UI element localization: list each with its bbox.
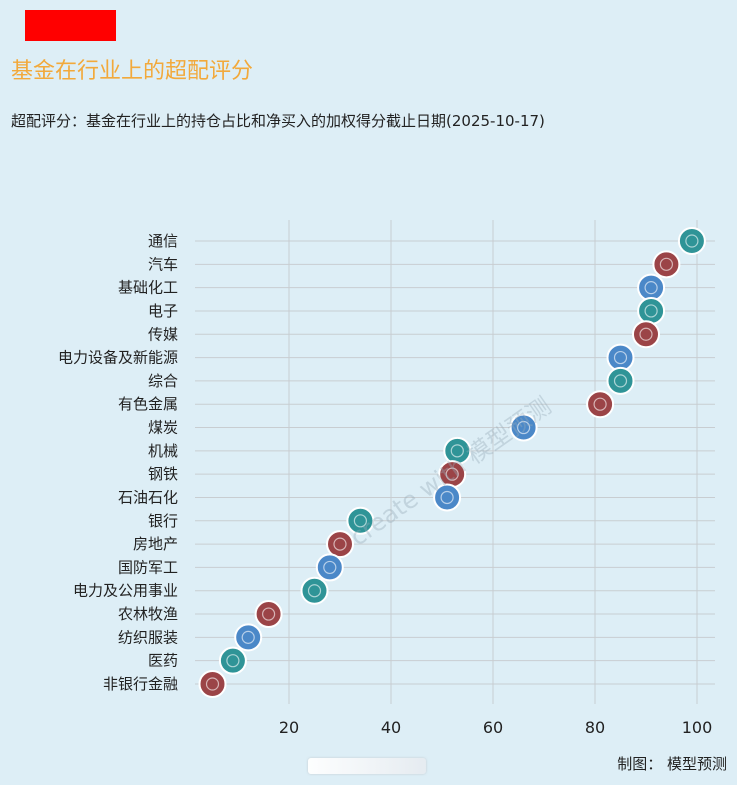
y-category-label: 医药 <box>148 652 178 670</box>
y-category-label: 纺织服装 <box>118 628 178 646</box>
data-point-inner-ring <box>440 490 454 505</box>
data-point-inner-ring <box>644 281 658 295</box>
data-point <box>315 553 344 582</box>
y-category-label: 电力及公用事业 <box>73 582 178 600</box>
chart-title: 基金在行业上的超配评分 <box>11 59 254 84</box>
data-point-inner-ring <box>659 257 674 271</box>
data-point <box>300 576 329 605</box>
data-point-inner-ring <box>307 584 322 598</box>
chart-credit: 制图： 模型预测 <box>617 755 727 773</box>
y-category-label: 汽车 <box>148 255 178 273</box>
y-category-label: 农林牧渔 <box>118 605 178 623</box>
data-point-inner-ring <box>613 350 628 365</box>
y-category-label: 有色金属 <box>118 395 178 413</box>
chart-subtitle: 超配评分：基金在行业上的持仓占比和净买入的加权得分截止日期(2025-10-17… <box>11 112 545 130</box>
y-category-label: 石油石化 <box>118 488 178 506</box>
y-category-label: 国防军工 <box>118 558 178 576</box>
data-point <box>632 320 660 349</box>
data-point <box>637 273 666 302</box>
data-point <box>606 343 635 372</box>
red-rectangle <box>25 10 116 41</box>
data-point <box>652 250 681 279</box>
y-category-label: 基础化工 <box>118 279 178 297</box>
data-point <box>433 483 462 512</box>
y-category-label: 非银行金融 <box>103 675 178 693</box>
data-point-inner-ring <box>241 630 255 644</box>
y-category-label: 传媒 <box>148 325 178 343</box>
y-category-label: 电子 <box>148 302 178 320</box>
data-point-inner-ring <box>613 374 628 388</box>
x-tick-label: 100 <box>682 718 713 737</box>
data-point <box>438 460 467 489</box>
data-point <box>326 530 354 559</box>
y-category-label: 钢铁 <box>148 465 178 483</box>
x-tick-label: 80 <box>585 718 605 737</box>
data-point-inner-ring <box>226 654 240 668</box>
data-point-inner-ring <box>593 397 607 411</box>
data-point <box>234 623 263 652</box>
y-category-label: 通信 <box>148 232 178 250</box>
data-point <box>254 600 283 629</box>
data-point <box>586 390 615 419</box>
data-point <box>509 413 538 442</box>
data-point-inner-ring <box>333 537 347 551</box>
x-tick-label: 60 <box>483 718 503 737</box>
data-point-inner-ring <box>262 607 276 621</box>
x-tick-label: 40 <box>381 718 401 737</box>
data-point-inner-ring <box>445 467 459 481</box>
data-point-inner-ring <box>205 677 220 691</box>
y-category-label: 综合 <box>148 372 178 390</box>
y-category-label: 机械 <box>148 442 178 460</box>
redacted-bar <box>308 758 426 774</box>
data-point <box>677 227 706 255</box>
data-point-inner-ring <box>685 234 699 248</box>
data-point <box>346 506 375 535</box>
data-point <box>218 646 247 675</box>
data-point-inner-ring <box>353 514 367 528</box>
y-category-label: 煤炭 <box>148 419 178 437</box>
data-point-inner-ring <box>639 327 653 341</box>
data-point-inner-ring <box>644 304 658 318</box>
data-point-inner-ring <box>450 444 464 458</box>
y-category-label: 房地产 <box>133 535 178 553</box>
data-point <box>198 670 227 698</box>
data-point-inner-ring <box>323 560 337 575</box>
data-point-inner-ring <box>516 420 531 435</box>
data-point <box>606 366 635 395</box>
y-category-label: 银行 <box>148 512 178 530</box>
x-tick-label: 20 <box>279 718 299 737</box>
data-point <box>637 296 666 325</box>
data-point <box>443 436 472 465</box>
y-category-label: 电力设备及新能源 <box>58 349 178 367</box>
